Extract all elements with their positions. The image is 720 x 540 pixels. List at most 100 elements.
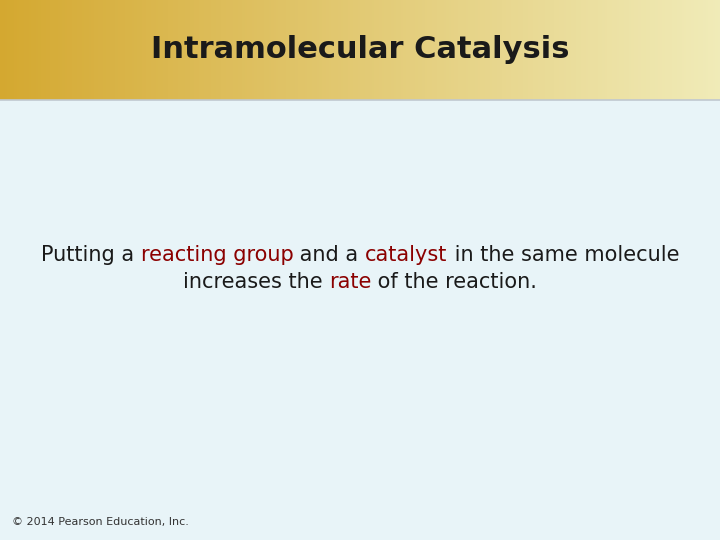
Bar [418,0,420,100]
Bar [576,0,578,100]
Bar [281,0,283,100]
Bar [259,0,261,100]
Bar [163,0,166,100]
Bar [142,0,144,100]
Bar [396,0,398,100]
Bar [286,0,288,100]
Text: increases the: increases the [183,272,329,292]
Bar [523,0,526,100]
Bar [657,0,660,100]
Bar [698,0,701,100]
Bar [696,0,698,100]
Bar [96,0,99,100]
Bar [588,0,590,100]
Bar [156,0,158,100]
Bar [641,0,643,100]
Bar [665,0,667,100]
Bar [19,0,22,100]
Bar [2,0,5,100]
Bar [17,0,19,100]
Bar [454,0,456,100]
Bar [482,0,485,100]
Bar [84,0,86,100]
Bar [307,0,310,100]
Bar [63,0,65,100]
Bar [441,0,444,100]
Bar [610,0,612,100]
Bar [468,0,470,100]
Bar [362,0,365,100]
Bar [79,0,81,100]
Bar [675,0,677,100]
Bar [77,0,79,100]
Bar [137,0,139,100]
Bar [578,0,581,100]
Text: © 2014 Pearson Education, Inc.: © 2014 Pearson Education, Inc. [12,517,189,527]
Bar [29,0,31,100]
Bar [621,0,624,100]
Bar [538,0,540,100]
Bar [24,0,27,100]
Bar [559,0,562,100]
Bar [585,0,588,100]
Bar [225,0,228,100]
Bar [158,0,161,100]
Bar [146,0,149,100]
Bar [336,0,338,100]
Bar [261,0,264,100]
Bar [38,0,41,100]
Bar [312,0,315,100]
Bar [564,0,567,100]
Bar [333,0,336,100]
Bar [567,0,569,100]
Bar [672,0,675,100]
Bar [117,0,120,100]
Bar [266,0,269,100]
Bar [341,0,343,100]
Bar [619,0,621,100]
Bar [513,0,516,100]
Bar [110,0,113,100]
Bar [497,0,499,100]
Bar [502,0,504,100]
Bar [216,0,218,100]
Bar [394,0,396,100]
Bar [135,0,137,100]
Bar [48,0,50,100]
Bar [300,0,302,100]
Bar [521,0,523,100]
Bar [634,0,636,100]
Bar [713,0,715,100]
Bar [218,0,221,100]
Bar [405,0,408,100]
Bar [574,0,576,100]
Bar [495,0,497,100]
Text: and a: and a [294,245,365,265]
Bar [667,0,670,100]
Bar [389,0,391,100]
Bar [199,0,202,100]
Bar [487,0,490,100]
Bar [315,0,317,100]
Bar [279,0,281,100]
Bar [348,0,351,100]
Bar [161,0,163,100]
Bar [715,0,718,100]
Bar [526,0,528,100]
Bar [180,0,182,100]
Bar [459,0,461,100]
Bar [420,0,423,100]
Bar [708,0,711,100]
Bar [53,0,55,100]
Bar [132,0,135,100]
Bar [67,0,70,100]
Bar [233,0,235,100]
Bar [122,0,125,100]
Bar [684,0,686,100]
Bar [430,0,432,100]
Bar [65,0,67,100]
Bar [74,0,77,100]
Bar [72,0,74,100]
Bar [151,0,153,100]
Bar [490,0,492,100]
